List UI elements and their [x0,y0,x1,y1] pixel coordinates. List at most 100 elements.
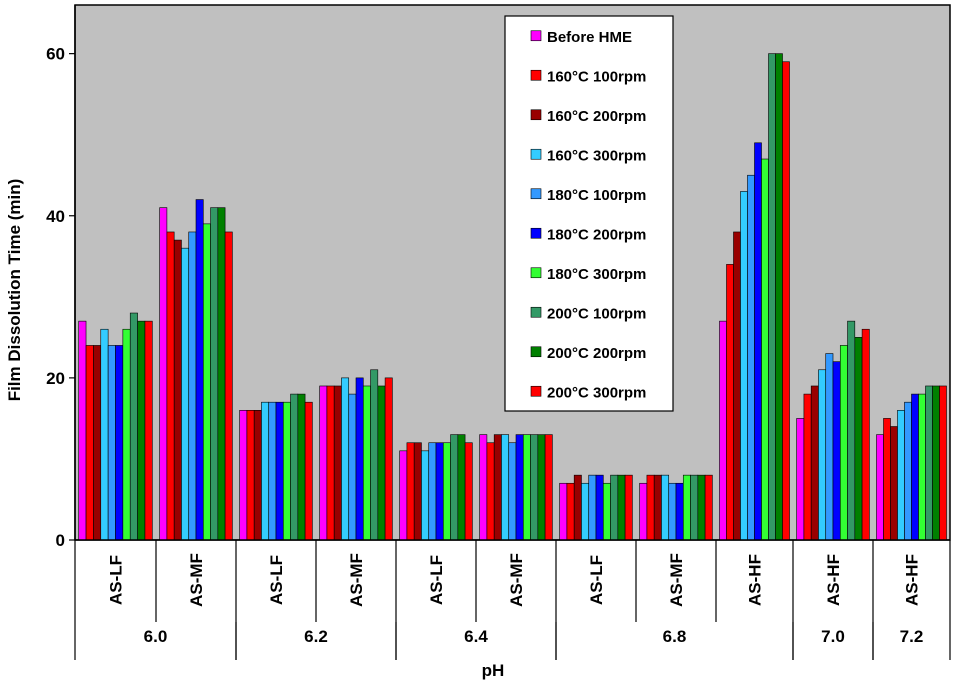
bar [137,320,146,541]
bar [861,328,870,541]
category-label: AS-LF [107,555,126,605]
bar [796,418,805,541]
legend: Before HME 160°C 100rpm 160°C 200rpm 160°C … [504,15,674,412]
bar [918,393,926,541]
bar [639,482,648,541]
category-label: AS-MF [187,553,206,607]
bar [515,434,524,541]
category-label: AS-HF [824,554,843,606]
bar [261,401,270,541]
group-label: 6.8 [663,627,687,646]
group-label: 6.4 [464,627,488,646]
bar [188,231,197,541]
bar [682,474,691,541]
legend-swatch [530,227,542,239]
bar [202,223,211,541]
bar [384,377,393,541]
category-label: AS-LF [427,555,446,605]
bar [319,385,328,541]
bar [904,401,912,541]
bar [668,482,677,541]
bar [595,474,604,541]
bar [450,434,459,541]
bar [775,53,783,541]
group-label: 6.0 [144,627,168,646]
bar [876,434,884,541]
bar [675,482,684,541]
bar [493,434,502,541]
bar [181,247,190,541]
legend-label: 200°C 300rpm [547,384,646,401]
bar [304,401,313,541]
y-tick-label: 40 [46,207,65,226]
bars [78,53,947,541]
y-tick-label: 0 [56,531,65,550]
bar [911,393,919,541]
legend-label: 180°C 300rpm [547,266,646,283]
legend-swatch [530,346,542,358]
bar [832,361,841,541]
category-label: AS-HF [746,554,765,606]
bar [522,434,531,541]
axes: 0 20 40 60 AS-LF AS-MF AS-LF AS-MF AS-LF AS-MF AS-… [46,5,951,660]
bar [939,385,947,541]
bar [768,53,776,541]
group-label: 7.0 [821,627,845,646]
bar [810,385,819,541]
legend-swatch [530,267,542,279]
bar [818,369,827,541]
bar [399,450,408,541]
bar [253,409,262,541]
legend-box [504,15,674,412]
bar [282,401,291,541]
bar [486,442,495,541]
bar [617,474,626,541]
legend-swatch [530,109,542,121]
bar [297,393,306,541]
y-tick-label: 60 [46,45,65,64]
bar [839,345,848,541]
legend-swatch [530,385,542,397]
bar [588,474,597,541]
bar [144,320,153,541]
bar [290,393,299,541]
legend-swatch [530,30,542,42]
bar [341,377,350,541]
bar [754,142,762,541]
bar [159,207,168,541]
bar [690,474,699,541]
group-label: 6.2 [304,627,328,646]
bar [85,345,94,541]
bar [530,434,539,541]
bar [326,385,335,541]
bar [897,409,905,541]
bar [719,320,727,541]
bar [581,482,590,541]
bar [847,320,856,541]
bar [224,231,233,541]
bar [115,345,124,541]
bar [333,385,342,541]
bar [661,474,670,541]
bar [624,474,633,541]
bar [479,434,488,541]
bar [275,401,284,541]
bar [93,345,102,541]
bar [217,207,226,541]
bar [508,442,517,541]
legend-label: Before HME [547,29,632,46]
bar [129,312,138,541]
bar [740,191,748,541]
category-label: AS-HF [903,554,922,606]
bar [932,385,940,541]
category-label: AS-MF [507,553,526,607]
bar [348,393,357,541]
category-label: AS-MF [667,553,686,607]
bar [428,442,437,541]
bar [122,328,131,541]
bar [355,377,364,541]
bar [646,474,655,541]
bar [573,474,582,541]
category-label: AS-LF [587,555,606,605]
